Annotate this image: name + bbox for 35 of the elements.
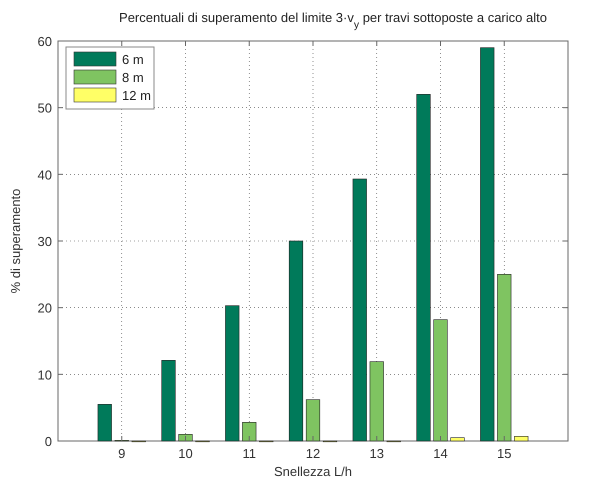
y-tick-label: 60 (38, 34, 52, 49)
legend-label: 8 m (122, 70, 144, 85)
x-tick-label: 14 (433, 446, 448, 461)
bar (161, 360, 176, 442)
y-tick-label: 0 (44, 434, 52, 449)
bar (352, 178, 367, 442)
x-tick-label: 15 (497, 446, 512, 461)
bar (306, 399, 320, 442)
legend-label: 6 m (122, 52, 144, 67)
x-tick-label: 11 (242, 446, 256, 461)
y-tick-label: 40 (38, 167, 52, 182)
bar (178, 434, 193, 442)
y-axis-title: % di superamento (8, 188, 23, 294)
x-tick-label: 12 (306, 446, 320, 461)
bar (514, 436, 528, 442)
bar (98, 404, 112, 442)
bar (497, 274, 512, 442)
bar (288, 240, 304, 442)
x-tick-label: 13 (370, 446, 384, 461)
y-tick-label: 50 (38, 100, 52, 116)
y-tick-label: 10 (38, 367, 52, 382)
y-tick-label: 20 (38, 300, 52, 316)
bar (480, 47, 494, 442)
bar (450, 437, 465, 442)
x-tick-label: 10 (178, 446, 193, 461)
y-tick-label: 30 (38, 234, 52, 249)
bar (242, 422, 256, 442)
bar (225, 305, 240, 442)
bar (433, 319, 448, 442)
bar (370, 361, 384, 442)
chart-title: Percentuali di superamento del limite 3·v$_{y}$ per travi sottoposte a carico alto (119, 10, 547, 30)
bar (416, 94, 431, 442)
x-tick-label: 9 (118, 446, 126, 461)
x-axis-title: Snellezza L/h (274, 464, 352, 479)
legend-label: 12 m (122, 88, 151, 103)
